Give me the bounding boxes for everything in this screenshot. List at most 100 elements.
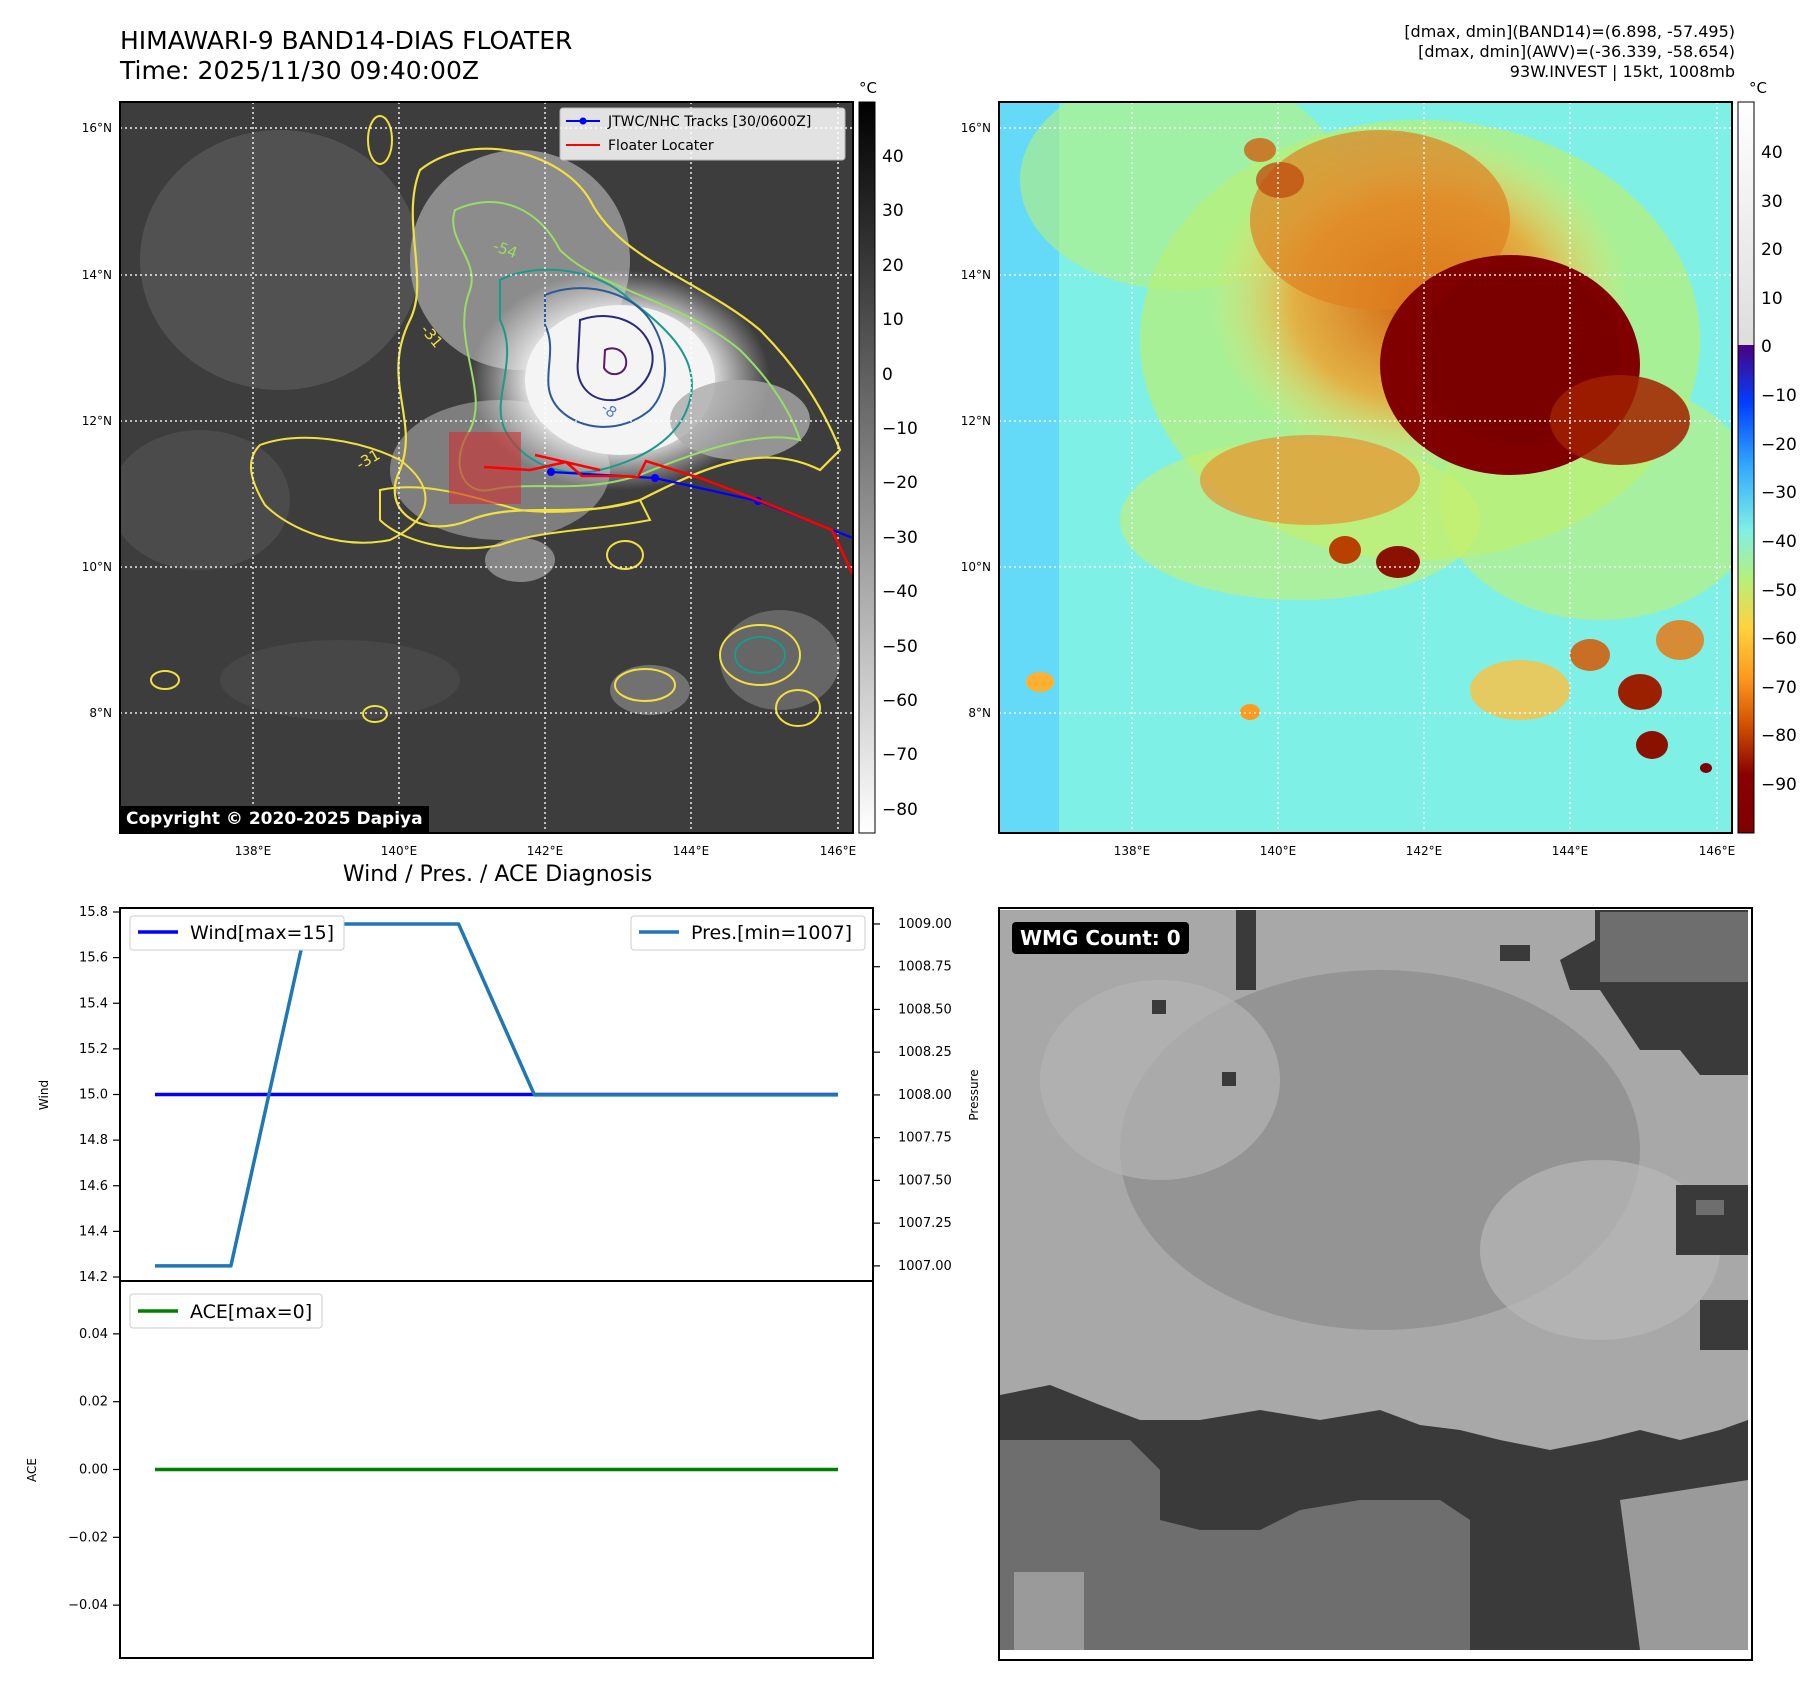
ir-lon-labels: 138°E 140°E 142°E 144°E 146°E [235,844,857,858]
lon-label: 144°E [673,844,710,858]
info-line-2: [dmax, dmin](AWV)=(-36.339, -58.654) [1418,42,1735,61]
lon-label: 140°E [381,844,418,858]
awv-cloud-field [999,102,1732,833]
colorbar-tick: −60 [882,691,918,711]
colorbar-tick: −40 [882,582,918,602]
awv-colorbar-bottom [1738,345,1754,833]
pressure-series-line [155,922,838,1268]
wind-tick-label: 15.6 [79,951,108,966]
pressure-tick-label: 1007.50 [898,1173,952,1188]
pressure-tick-label: 1009.00 [898,917,952,932]
colorbar-tick: −90 [1761,775,1797,795]
lat-label: 10°N [82,560,112,574]
colorbar-tick: 10 [882,310,904,330]
ace-tick-label: 0.00 [79,1463,108,1478]
lon-label: 146°E [1699,844,1736,858]
colorbar-tick: −10 [882,419,918,439]
diagnosis-series [155,922,838,1472]
awv-colorbar-frame [1737,101,1755,834]
diagnosis-title: Wind / Pres. / ACE Diagnosis [342,862,653,887]
awv-colorbar-ticks: 40 30 20 10 0 −10 −20 −30 −40 −50 −60 −7… [1761,143,1797,795]
pressure-tick-label: 1008.25 [898,1045,952,1060]
awv-lat-labels: 16°N 14°N 12°N 10°N 8°N [961,121,991,720]
ace-legend-label: ACE[max=0] [190,1301,312,1323]
pressure-tick-label: 1008.75 [898,960,952,975]
info-line-3: 93W.INVEST | 15kt, 1008mb [1509,62,1735,81]
colorbar-tick: −30 [882,528,918,548]
awv-gridlines [999,102,1732,833]
lon-label: 142°E [1406,844,1443,858]
lat-label: 16°N [82,121,112,135]
track-lines [483,453,853,576]
colorbar-tick: 40 [882,147,904,167]
pressure-legend: Pres.[min=1007] [630,915,866,951]
pressure-tick-label: 1007.00 [898,1259,952,1274]
lat-label: 14°N [961,268,991,282]
awv-map-frame [998,101,1733,834]
gray-colorbar [858,101,876,834]
wmg-panel [998,907,1753,1661]
colorbar-tick: −30 [1761,483,1797,503]
wind-axis-label: Wind [37,1080,51,1110]
lat-label: 16°N [961,121,991,135]
ir-cloud-field [120,115,842,727]
colorbar-tick: −50 [1761,581,1797,601]
wind-legend: Wind[max=15] [129,915,345,951]
lon-label: 146°E [820,844,857,858]
wind-tick-label: 14.4 [79,1224,108,1239]
lat-label: 8°N [968,706,991,720]
colorbar-unit: °C [859,79,877,97]
awv-map-panel: 16°N 14°N 12°N 10°N 8°N 138°E 140°E 142°… [961,79,1797,858]
copyright-badge: Copyright © 2020-2025 Dapiya [120,806,429,832]
colorbar-tick: 20 [1761,240,1783,260]
ace-axis-ticks: 0.04 0.02 0.00 −0.02 −0.04 [68,1327,120,1613]
info-box: [dmax, dmin](BAND14)=(6.898, -57.495) [d… [1404,22,1735,82]
wind-tick-label: 15.2 [79,1042,108,1057]
colorbar-tick: −40 [1761,532,1797,552]
ace-tick-label: −0.04 [68,1598,108,1613]
map-legend: JTWC/NHC Tracks [30/0600Z] Floater Locat… [559,107,846,161]
lat-label: 10°N [961,560,991,574]
awv-colorbar-top [1738,102,1754,345]
colorbar-tick: −80 [882,800,918,820]
wind-tick-label: 14.2 [79,1270,108,1285]
lat-label: 8°N [89,706,112,720]
lat-label: 12°N [961,414,991,428]
diagnosis-chart: 14.2 14.4 14.6 14.8 15.0 15.2 15.4 15.6 15.8 100… [25,905,981,1659]
lon-label: 142°E [527,844,564,858]
wind-tick-label: 14.8 [79,1133,108,1148]
title-line-2: Time: 2025/11/30 09:40:00Z [120,56,479,85]
colorbar-tick: −20 [882,473,918,493]
title-line-1: HIMAWARI-9 BAND14-DIAS FLOATER [120,26,573,55]
info-line-1: [dmax, dmin](BAND14)=(6.898, -57.495) [1404,22,1735,41]
gray-colorbar-ticks: 40 30 20 10 0 −10 −20 −30 −40 −50 −60 −7… [882,147,918,820]
legend-jtwc-label: JTWC/NHC Tracks [30/0600Z] [607,114,811,130]
wmg-count-badge: WMG Count: 0 [1012,922,1189,954]
colorbar-tick: −60 [1761,629,1797,649]
wind-axis-ticks: 14.2 14.4 14.6 14.8 15.0 15.2 15.4 15.6 15.8 [79,905,120,1285]
figure-title: HIMAWARI-9 BAND14-DIAS FLOATER Time: 2025… [120,26,572,86]
colorbar-tick: 0 [882,365,893,385]
ace-axis-label: ACE [25,1458,39,1482]
colorbar-tick: 20 [882,256,904,276]
track-point [651,474,659,482]
colorbar-unit: °C [1749,79,1767,97]
ace-tick-label: 0.04 [79,1327,108,1342]
lat-label: 14°N [82,268,112,282]
pressure-legend-label: Pres.[min=1007] [691,922,852,944]
colorbar-tick: −10 [1761,386,1797,406]
wind-tick-label: 14.6 [79,1179,108,1194]
lon-label: 144°E [1552,844,1589,858]
floater-locater-track [483,459,853,576]
wind-tick-label: 15.8 [79,905,108,920]
colorbar-tick: 40 [1761,143,1783,163]
colorbar-tick: 10 [1761,289,1783,309]
pressure-tick-label: 1007.25 [898,1216,952,1231]
wind-tick-label: 15.0 [79,1088,108,1103]
lon-label: 138°E [1114,844,1151,858]
colorbar-tick: −70 [1761,678,1797,698]
pressure-tick-label: 1008.50 [898,1002,952,1017]
colorbar-tick: 30 [1761,192,1783,212]
colorbar-tick: 0 [1761,337,1772,357]
